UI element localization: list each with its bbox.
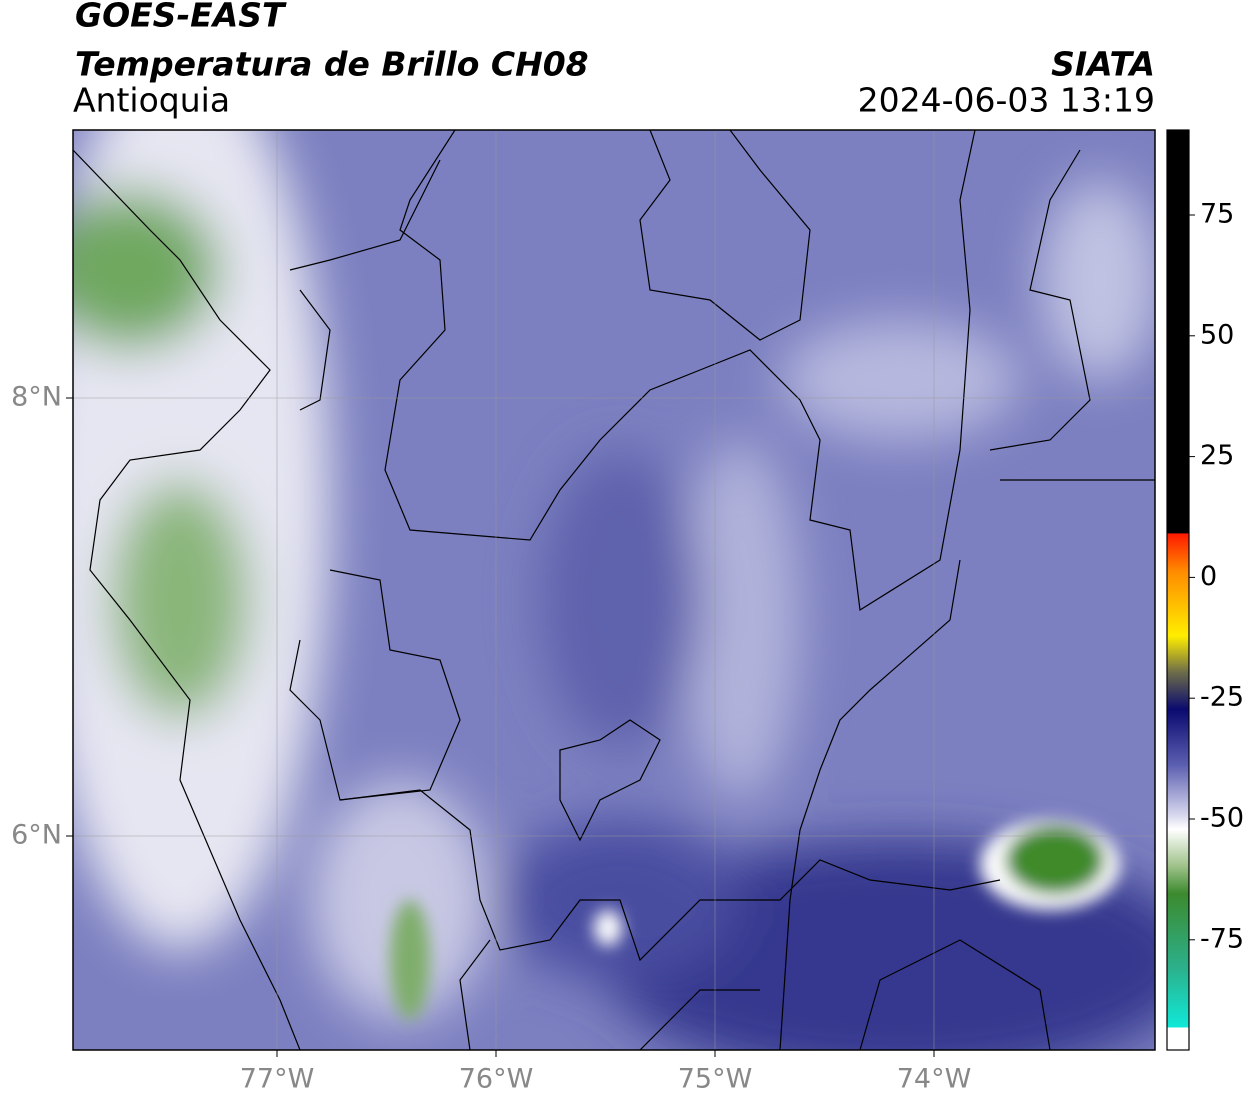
datetime: 2024-06-03 13:19 bbox=[858, 81, 1155, 120]
lat-label: 6°N bbox=[11, 820, 62, 851]
lon-label: 74°W bbox=[897, 1064, 972, 1095]
colorbar-label: -50 bbox=[1200, 803, 1244, 834]
colorbar-label: -25 bbox=[1200, 682, 1244, 713]
region: Antioquia bbox=[73, 81, 230, 120]
borders bbox=[73, 130, 1155, 1050]
colorbar bbox=[1166, 129, 1190, 1051]
satellite-image bbox=[73, 130, 1155, 1050]
colorbar-label: 75 bbox=[1200, 199, 1234, 230]
lat-label: 8°N bbox=[11, 382, 62, 413]
title: GOES-EAST bbox=[75, 0, 287, 35]
colorbar-label: 25 bbox=[1200, 440, 1234, 471]
colorbar-label: 50 bbox=[1200, 319, 1234, 350]
lon-label: 76°W bbox=[459, 1064, 534, 1095]
source: SIATA bbox=[1051, 45, 1155, 84]
map-frame bbox=[72, 129, 1156, 1051]
colorbar-label: 0 bbox=[1200, 561, 1217, 592]
lon-label: 77°W bbox=[240, 1064, 315, 1095]
graticule bbox=[73, 130, 1155, 1050]
lon-label: 75°W bbox=[678, 1064, 753, 1095]
subtitle: Temperatura de Brillo CH08 bbox=[75, 45, 589, 84]
colorbar-label: -75 bbox=[1200, 923, 1244, 954]
